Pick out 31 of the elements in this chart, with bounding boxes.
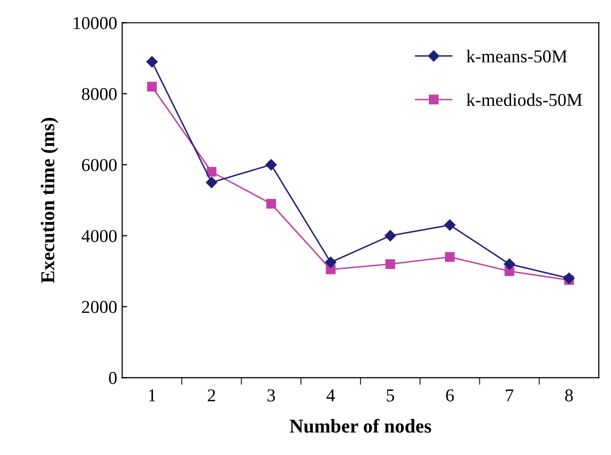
- point: [206, 176, 218, 188]
- legend-label: k-means-50M: [466, 50, 567, 62]
- point: [266, 198, 276, 209]
- point: [384, 230, 396, 242]
- x-tick-label: 8: [565, 389, 573, 402]
- x-axis-title: Number of nodes: [290, 418, 432, 433]
- point: [325, 256, 336, 268]
- y-tick-label: 4000: [82, 230, 117, 242]
- y-tick-label: 0: [109, 372, 117, 384]
- x-tick-label: 1: [149, 389, 156, 402]
- point: [266, 159, 277, 170]
- y-tick-label: 6000: [82, 158, 117, 172]
- point: [385, 259, 396, 269]
- y-tick-label: 8000: [82, 88, 117, 100]
- y-tick-label: 2000: [82, 300, 117, 314]
- point: [206, 166, 216, 177]
- point: [504, 258, 516, 270]
- point: [444, 219, 456, 231]
- point: [444, 252, 455, 262]
- x-tick-label: 6: [446, 389, 454, 402]
- x-tick-label: 5: [386, 389, 394, 402]
- x-tick-label: 7: [506, 389, 514, 402]
- point: [146, 56, 158, 68]
- x-tick-label: 4: [326, 389, 335, 402]
- legend-label: k-mediods-50M: [466, 93, 582, 106]
- point: [147, 82, 157, 92]
- x-tick-label: 3: [267, 389, 275, 402]
- point: [563, 272, 575, 284]
- y-tick-label: 10000: [74, 17, 117, 30]
- x-tick-label: 2: [208, 389, 216, 402]
- y-axis-title: Execution time (ms): [40, 118, 58, 284]
